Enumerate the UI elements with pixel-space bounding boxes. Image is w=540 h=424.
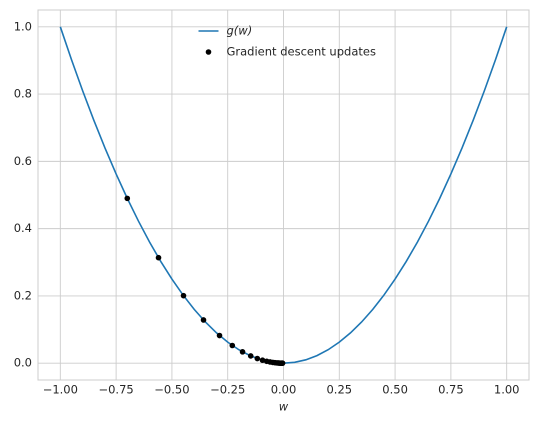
- legend-marker: [205, 49, 212, 55]
- y-tick-label: 0.2: [14, 288, 32, 302]
- x-tick-label: −0.25: [210, 383, 245, 397]
- x-tick-label: 0.50: [382, 383, 408, 397]
- point: [279, 360, 286, 366]
- x-axis-label: w: [279, 400, 289, 414]
- x-tick-label: −0.75: [98, 383, 133, 397]
- point: [200, 317, 207, 323]
- x-tick-label: −1.00: [43, 383, 78, 397]
- point: [124, 195, 131, 202]
- point: [239, 349, 246, 355]
- x-tick-label: 0.00: [271, 383, 297, 397]
- x-tick-label: 0.25: [326, 383, 352, 397]
- y-tick-label: 0.6: [14, 154, 32, 168]
- point: [180, 292, 187, 299]
- y-tick-label: 0.8: [14, 87, 32, 101]
- y-tick-label: 0.0: [14, 356, 32, 370]
- point: [247, 353, 254, 359]
- point: [229, 342, 236, 349]
- x-tick-label: −0.50: [154, 383, 189, 397]
- x-tick-label: 1.00: [494, 383, 520, 397]
- legend-label: g(w): [227, 24, 253, 38]
- point: [216, 332, 223, 339]
- y-tick-label: 1.0: [14, 19, 32, 33]
- point: [155, 254, 162, 261]
- y-tick-label: 0.4: [14, 221, 32, 235]
- x-tick-label: 0.75: [438, 383, 464, 397]
- legend-label: Gradient descent updates: [227, 45, 376, 59]
- point: [254, 355, 261, 362]
- point: [259, 357, 266, 364]
